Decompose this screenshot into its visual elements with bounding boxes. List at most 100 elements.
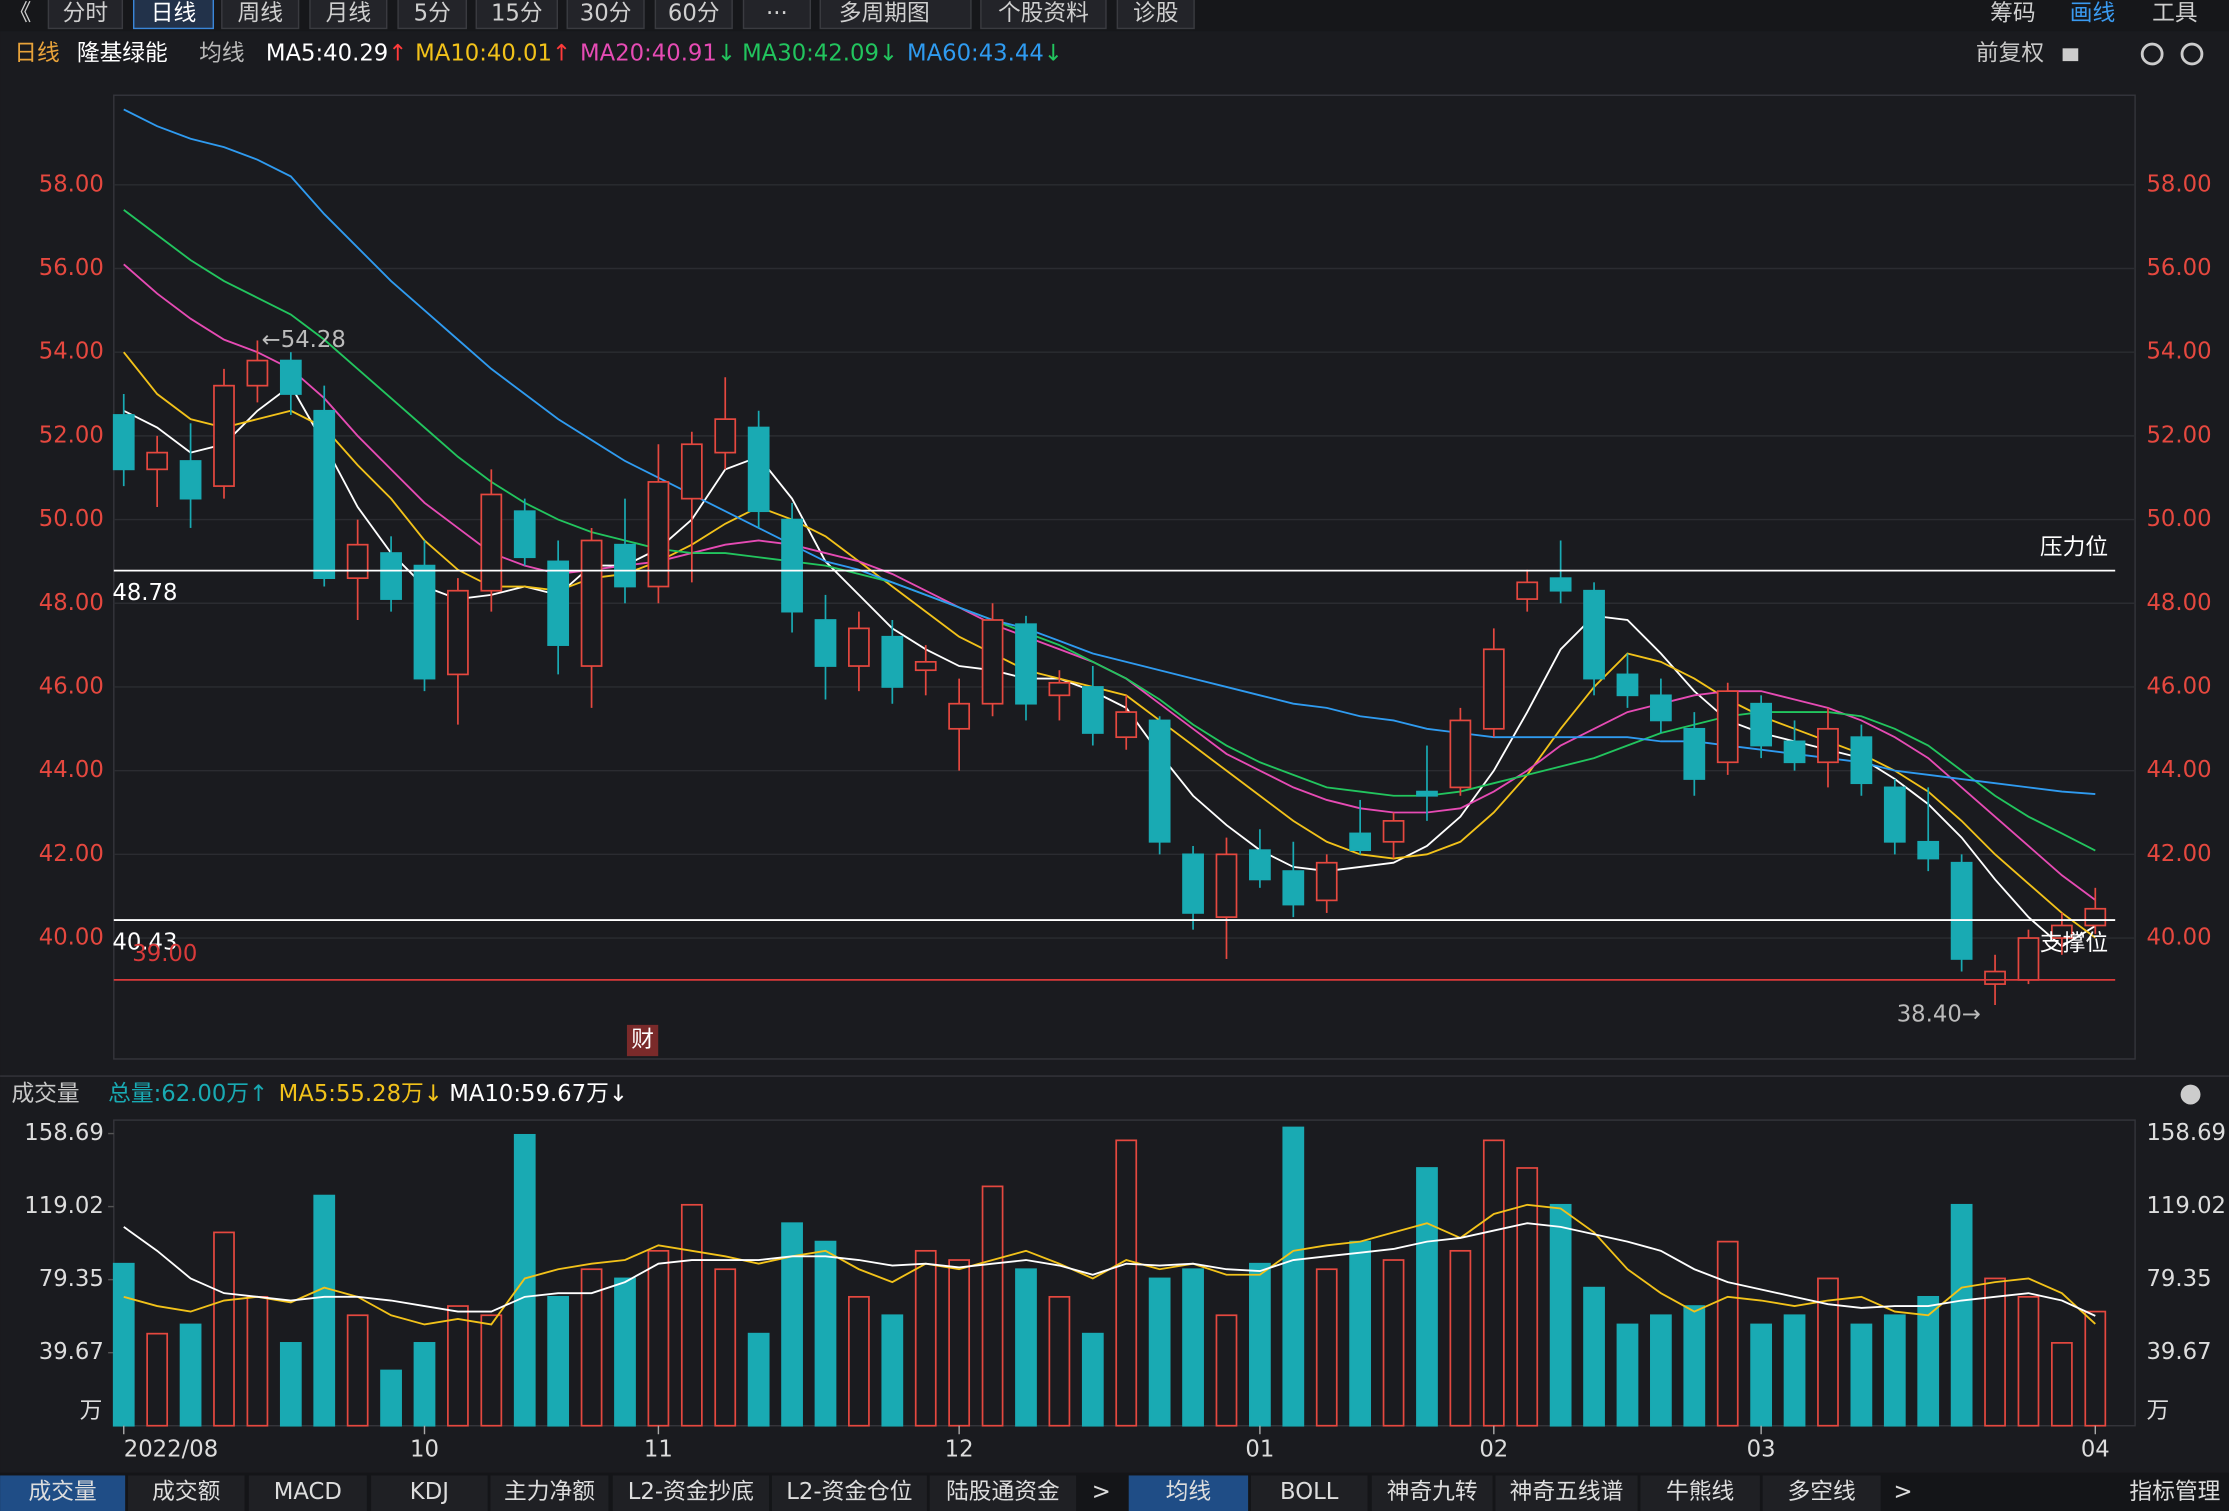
indicator-tab[interactable]: L2-资金抄底 (628, 1479, 754, 1505)
toolbar-button-bg[interactable] (819, 0, 972, 30)
toolbar-button-bg[interactable] (980, 0, 1107, 30)
indicator-tab-bg[interactable] (612, 1475, 770, 1511)
indicator-tab-bg[interactable] (248, 1475, 367, 1511)
indicator-tab-bg[interactable] (128, 1475, 245, 1511)
ma-line (123, 108, 2096, 796)
indicator-tab-bg[interactable] (371, 1475, 488, 1511)
candle-body (1048, 681, 1071, 697)
volume-bar (1115, 1139, 1138, 1427)
indicator-tab[interactable]: KDJ (410, 1479, 449, 1505)
volume-bar (1081, 1332, 1104, 1427)
overlay-tab[interactable]: 均线 (1166, 1479, 1211, 1505)
zoom-in-icon[interactable] (2140, 42, 2164, 66)
overlay-tab-bg[interactable] (1371, 1475, 1493, 1511)
volume-bar (1783, 1314, 1806, 1427)
stock-name: 隆基绿能 (77, 41, 168, 67)
toolbar-button[interactable]: 多周期图 (839, 1, 930, 27)
event-marker-bg[interactable] (626, 1024, 659, 1057)
toolbar-button-bg[interactable] (475, 0, 559, 30)
indicator-tab[interactable]: 主力净额 (504, 1479, 595, 1505)
toolbar-button[interactable]: ··· (766, 1, 788, 27)
toolbar-button[interactable]: 60分 (668, 1, 720, 27)
volume-bar (1883, 1314, 1906, 1427)
overlay-tab-bg[interactable] (1495, 1475, 1638, 1511)
toolbar-button-bg[interactable] (397, 0, 468, 30)
candle-body (1115, 711, 1138, 739)
toolbar-button-bg[interactable] (221, 0, 300, 30)
indicator-tab-bg[interactable] (0, 1475, 126, 1511)
toolbar-button-bg[interactable] (654, 0, 733, 30)
volume-bar (313, 1194, 336, 1427)
indicator-tab-bg[interactable] (490, 1475, 609, 1511)
zoom-out-icon[interactable] (2180, 42, 2204, 66)
overlay-tab-bg[interactable] (1640, 1475, 1760, 1511)
volume-bar (1382, 1259, 1405, 1427)
overlay-tab[interactable]: 神奇九转 (1387, 1479, 1478, 1505)
toolbar-right-button[interactable]: 筹码 (1990, 1, 2035, 27)
indicator-tab[interactable]: MACD (274, 1479, 342, 1505)
candle-body (1783, 740, 1806, 764)
toolbar-button-bg[interactable] (566, 0, 645, 30)
indicator-tab[interactable]: 陆股通资金 (946, 1479, 1060, 1505)
y-tick-label: 46.00 (39, 673, 104, 699)
y-tick-label: 54.00 (39, 339, 104, 365)
toolbar-button-bg[interactable] (309, 0, 388, 30)
min-annotation: 38.40→ (1897, 1001, 1981, 1027)
indicator-tab-bg[interactable] (929, 1475, 1077, 1511)
overlay-more[interactable]: > (1893, 1479, 1912, 1505)
toolbar-right-button[interactable]: 工具 (2152, 1, 2197, 27)
overlay-tab[interactable]: 牛熊线 (1666, 1479, 1734, 1505)
candle-body (614, 543, 636, 588)
toolbar-button[interactable]: 诊股 (1133, 1, 1178, 27)
volume-title: 成交量 (11, 1081, 79, 1107)
toolbar-button[interactable]: 30分 (580, 1, 632, 27)
toolbar-button-bg[interactable] (47, 0, 124, 30)
overlay-tab-bg[interactable] (1128, 1475, 1249, 1511)
y2-tick-label: 58.00 (2146, 171, 2211, 197)
indicator-tab[interactable]: 成交量 (29, 1479, 97, 1505)
ma-legend: MA10:40.01 (415, 41, 552, 67)
indicator-tab[interactable]: 成交额 (152, 1479, 220, 1505)
volume-bar (1148, 1277, 1171, 1427)
volume-bar (881, 1314, 904, 1427)
indicator-manage[interactable]: 指标管理 (2129, 1479, 2220, 1505)
overlay-tab[interactable]: 神奇五线谱 (1510, 1479, 1624, 1505)
indicator-more[interactable]: > (1092, 1479, 1111, 1505)
price-panel (113, 94, 2136, 1060)
overlay-tab-bg[interactable] (1250, 1475, 1368, 1511)
toolbar-button[interactable]: 5分 (414, 1, 451, 27)
adjust-button[interactable]: 前复权 (1976, 41, 2044, 67)
toolbar-button[interactable]: 周线 (237, 1, 282, 27)
candle-body (447, 589, 469, 676)
lock-icon[interactable] (2062, 48, 2079, 62)
toolbar-button-bg[interactable] (1116, 0, 1195, 30)
volume-bar (647, 1249, 670, 1427)
close-icon[interactable] (2180, 1084, 2201, 1105)
toolbar-button-bg[interactable] (132, 0, 215, 30)
toolbar-button[interactable]: 日线 (151, 1, 196, 27)
overlay-tab-bg[interactable] (1762, 1475, 1881, 1511)
back-button[interactable]: 《 (9, 1, 32, 27)
overlay-tab[interactable]: BOLL (1280, 1479, 1339, 1505)
candle-body (1750, 702, 1773, 747)
toolbar-button[interactable]: 15分 (491, 1, 543, 27)
ma-legend: MA30:42.09 (742, 41, 879, 67)
event-marker[interactable]: 财 (631, 1027, 654, 1053)
toolbar-button[interactable]: 月线 (326, 1, 371, 27)
toolbar-button-bg[interactable] (742, 0, 812, 30)
volume-bar (1616, 1323, 1639, 1427)
candle-body (781, 518, 803, 613)
toolbar-button[interactable]: 个股资料 (998, 1, 1089, 27)
indicator-tab[interactable]: L2-资金仓位 (786, 1479, 912, 1505)
toolbar-button[interactable]: 分时 (63, 1, 108, 27)
candle-body (580, 539, 603, 667)
volume-bar (680, 1203, 703, 1427)
candle-body (380, 552, 402, 600)
toolbar-right-button[interactable]: 画线 (2070, 1, 2115, 27)
overlay-tab[interactable]: 多空线 (1788, 1479, 1856, 1505)
candle-body (2017, 937, 2040, 981)
candle-body (1182, 853, 1204, 914)
volume-bar (747, 1332, 770, 1427)
volume-tick-label-right: 158.69 (2146, 1120, 2226, 1146)
indicator-tab-bg[interactable] (771, 1475, 927, 1511)
